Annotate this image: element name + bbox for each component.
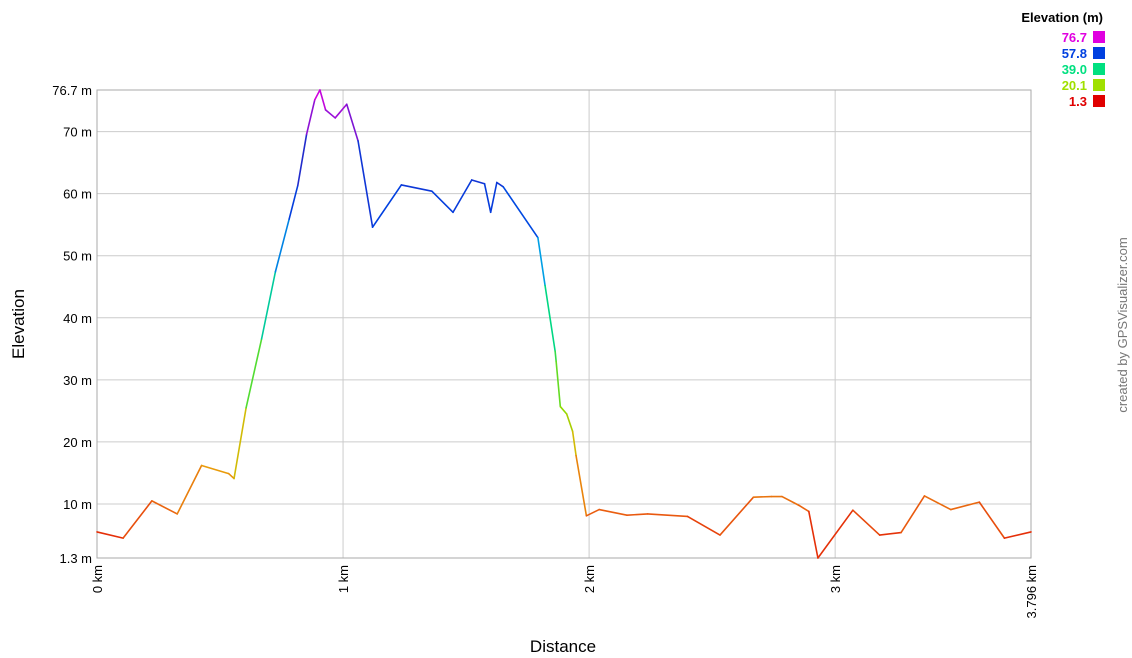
elevation-segment: [288, 184, 299, 220]
x-tick-label: 2 km: [582, 565, 597, 593]
elevation-segment: [978, 501, 1006, 539]
x-axis-title: Distance: [530, 637, 596, 656]
elevation-segment: [324, 109, 336, 119]
elevation-segment: [565, 413, 574, 433]
legend-swatch: [1093, 31, 1105, 43]
elevation-segment: [585, 508, 600, 517]
legend-swatch: [1093, 47, 1105, 59]
legend-value: 20.1: [1062, 78, 1087, 93]
x-tick-label: 3.796 km: [1024, 565, 1039, 618]
elevation-segment: [537, 236, 546, 287]
x-tick-label: 1 km: [336, 565, 351, 593]
legend-swatch: [1093, 79, 1105, 91]
elevation-segment: [626, 513, 649, 516]
elevation-segment: [719, 496, 755, 536]
y-tick-label: 20 m: [63, 435, 92, 450]
grid: [96, 89, 1032, 559]
elevation-segment: [555, 360, 562, 408]
elevation-segment: [151, 500, 179, 515]
x-tick-labels: 0 km 1 km 2 km 3 km 3.796 km: [90, 565, 1039, 618]
elevation-segment: [797, 504, 810, 513]
elevation-segment: [781, 495, 800, 507]
elevation-segment: [686, 515, 721, 536]
legend-value: 1.3: [1069, 94, 1087, 109]
y-tick-label: 30 m: [63, 373, 92, 388]
elevation-segment: [200, 464, 230, 475]
x-tick-label: 3 km: [828, 565, 843, 593]
y-tick-label: 50 m: [63, 249, 92, 264]
elevation-segment: [571, 430, 577, 457]
y-tick-label: 76.7 m: [52, 83, 92, 98]
elevation-segment: [371, 184, 403, 228]
elevation-segment: [923, 495, 952, 511]
elevation-segment: [554, 350, 557, 363]
elevation-segment: [274, 218, 290, 273]
elevation-segment: [544, 284, 556, 353]
elevation-segment: [334, 103, 348, 119]
elevation-segment: [817, 509, 854, 559]
y-axis-title: Elevation: [9, 289, 28, 359]
elevation-segment: [808, 510, 819, 559]
y-tick-labels: 1.3 m 10 m 20 m 30 m 40 m 50 m 60 m 70 m 76.7 m: [52, 83, 92, 566]
elevation-segment: [949, 501, 981, 511]
elevation-segment: [245, 338, 263, 409]
elevation-segment: [496, 181, 505, 188]
elevation-segment: [96, 531, 124, 539]
legend-value: 76.7: [1062, 30, 1087, 45]
elevation-segment: [400, 184, 433, 192]
legend-swatch: [1093, 95, 1105, 107]
elevation-segment: [305, 99, 316, 135]
elevation-segment: [878, 531, 902, 536]
elevation-segment: [1003, 531, 1032, 539]
elevation-segment: [559, 405, 568, 415]
x-tick-label: 0 km: [90, 565, 105, 593]
elevation-segment: [176, 464, 203, 515]
elevation-segment: [489, 181, 498, 214]
elevation-segment: [900, 495, 926, 534]
elevation-segment: [575, 454, 588, 517]
elevation-segment: [122, 500, 153, 539]
elevation-segment: [260, 271, 277, 340]
legend-value: 39.0: [1062, 62, 1087, 77]
legend: Elevation (m) 76.757.839.020.11.3: [1021, 10, 1105, 109]
elevation-segment: [470, 179, 486, 185]
elevation-segment: [852, 509, 881, 536]
legend-title: Elevation (m): [1021, 10, 1103, 25]
elevation-segment: [319, 89, 327, 111]
y-tick-label: 70 m: [63, 125, 92, 140]
y-tick-label: 40 m: [63, 311, 92, 326]
elevation-segment: [345, 103, 359, 142]
elevation-segment: [233, 406, 247, 480]
elevation-segment: [452, 179, 473, 214]
credit-text: created by GPSVisualizer.com: [1115, 237, 1130, 412]
y-tick-label: 10 m: [63, 497, 92, 512]
elevation-segment: [313, 89, 321, 101]
legend-value: 57.8: [1062, 46, 1087, 61]
elevation-segment: [227, 472, 235, 480]
y-tick-label: 1.3 m: [59, 551, 92, 566]
elevation-segment: [646, 513, 689, 518]
legend-swatch: [1093, 63, 1105, 75]
elevation-series: [96, 89, 1032, 559]
elevation-segment: [598, 508, 628, 516]
elevation-segment: [483, 182, 492, 214]
elevation-segment: [431, 190, 454, 214]
plot-frame: [96, 89, 1032, 559]
elevation-segment: [502, 186, 539, 239]
elevation-segment: [752, 495, 773, 498]
y-tick-label: 60 m: [63, 187, 92, 202]
elevation-segment: [296, 133, 308, 187]
elevation-segment: [357, 140, 374, 228]
